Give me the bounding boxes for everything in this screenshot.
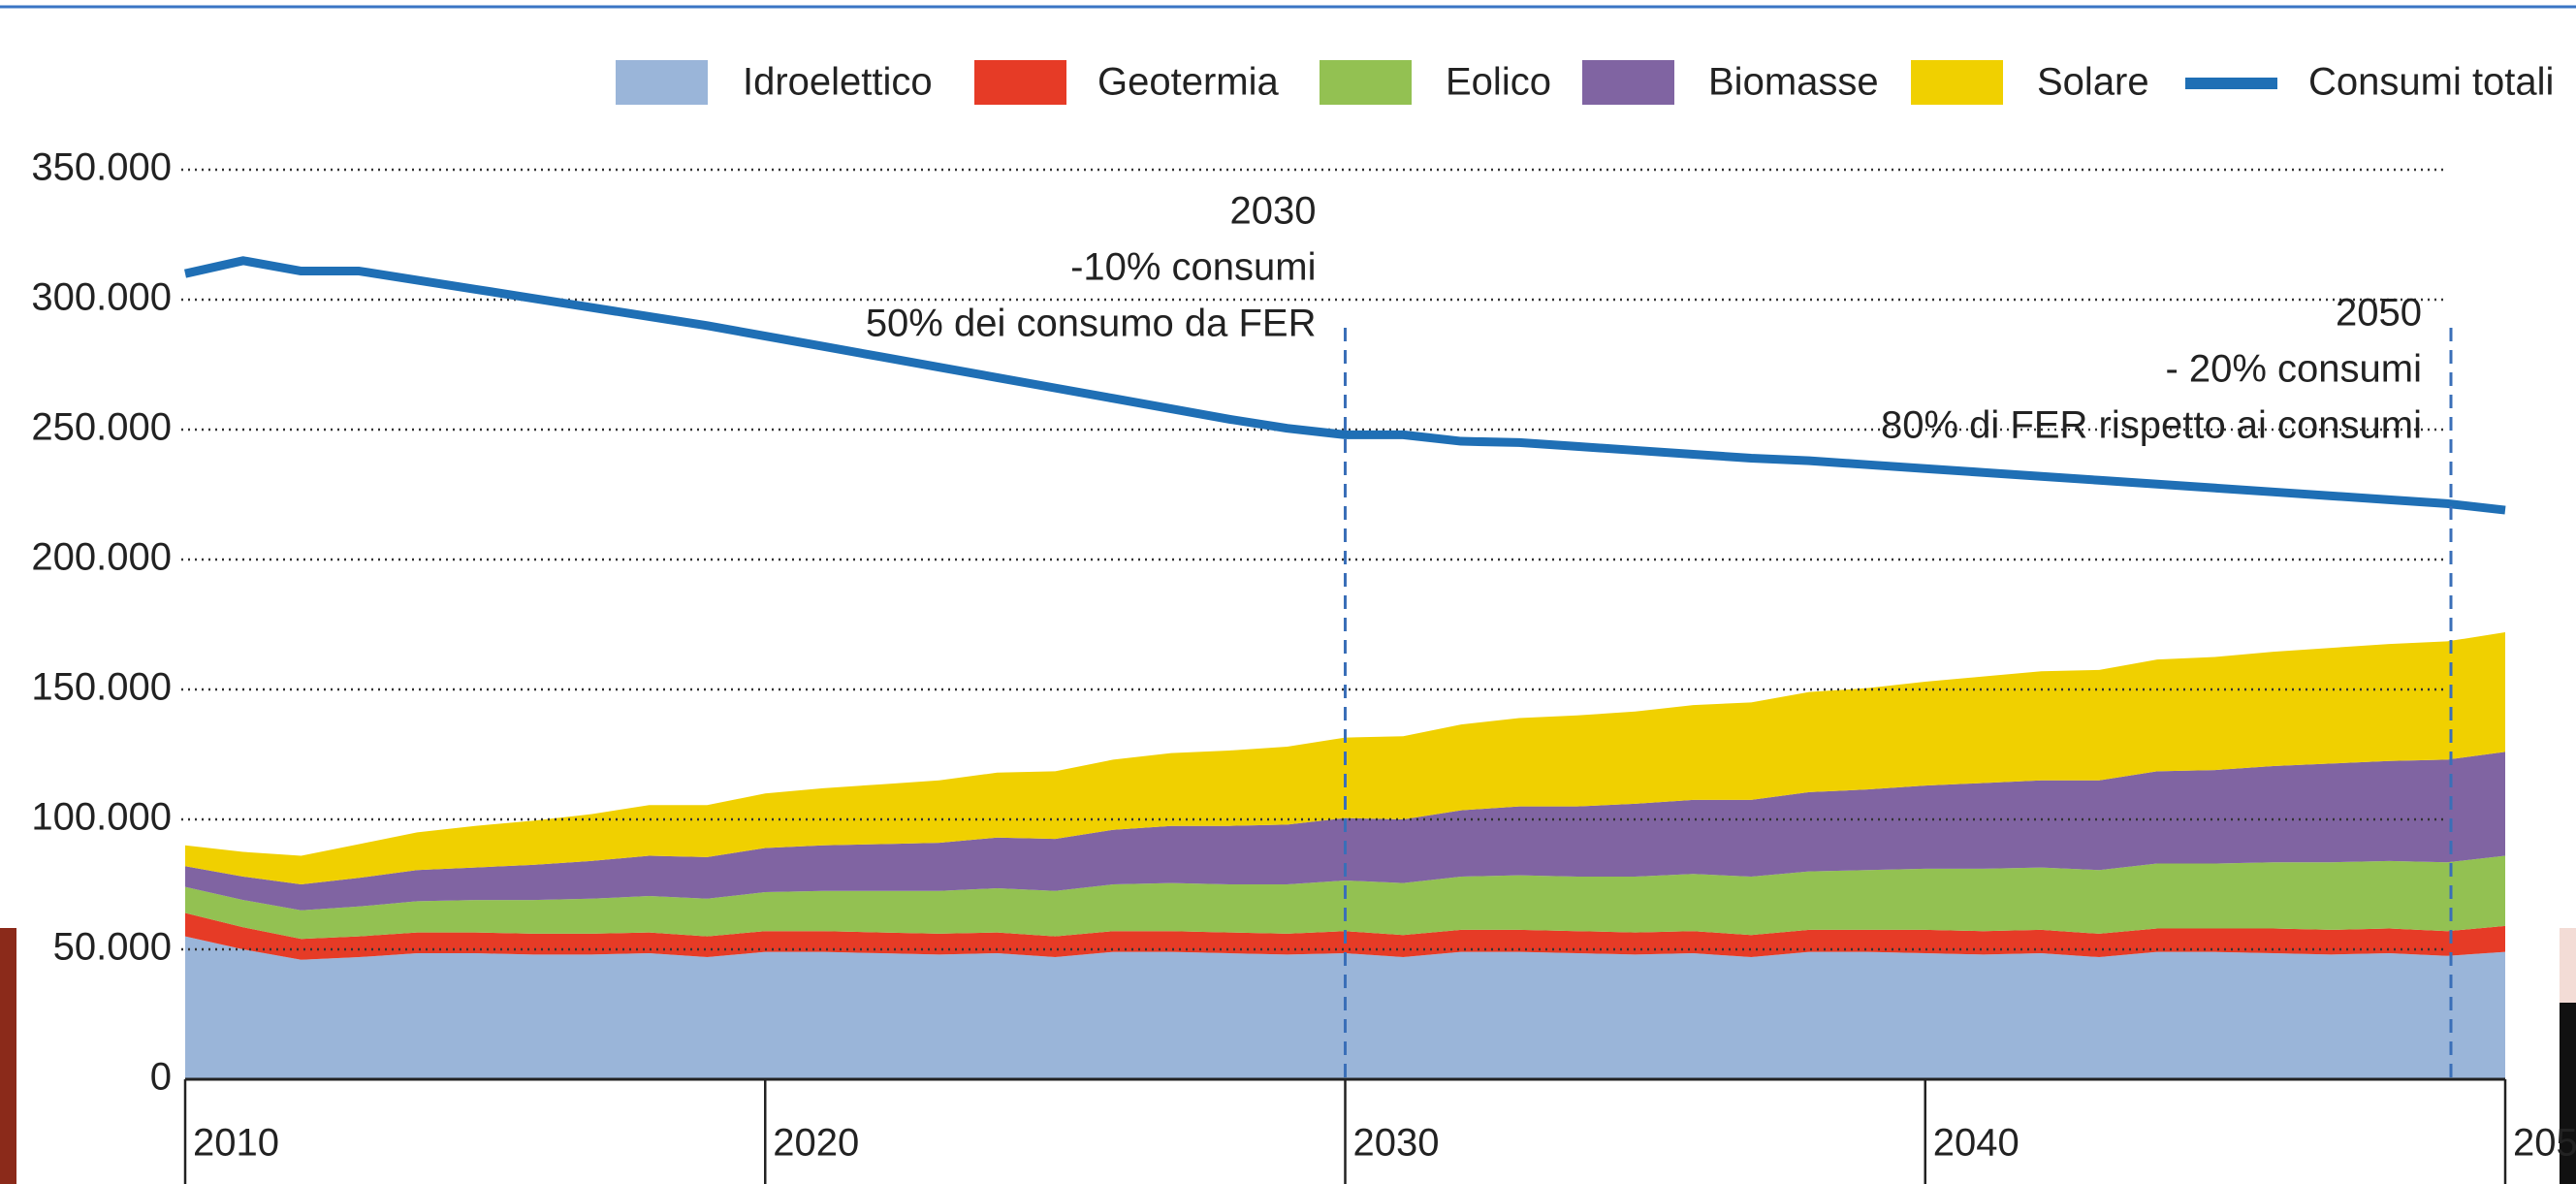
x-tick-label: 2020	[773, 1122, 859, 1165]
edge-decoration	[0, 928, 16, 1184]
legend-swatch	[1320, 60, 1412, 105]
x-tick-label: 2050	[2513, 1122, 2576, 1165]
y-tick-label: 50.000	[53, 926, 172, 969]
legend-swatch	[616, 60, 708, 105]
y-tick-label: 300.000	[31, 276, 172, 319]
legend-swatch	[1911, 60, 2003, 105]
legend-label: Idroelettico	[743, 61, 933, 104]
legend-swatch	[2185, 78, 2277, 89]
legend-label: Eolico	[1446, 61, 1551, 104]
legend-swatch	[974, 60, 1066, 105]
areas	[185, 632, 2505, 1079]
annotation-text: 80% di FER rispetto ai consumi	[1881, 404, 2422, 447]
legend-label: Consumi totali	[2308, 61, 2554, 104]
y-tick-label: 350.000	[31, 146, 172, 189]
legend-label: Geotermia	[1097, 61, 1279, 104]
edge-decoration	[2560, 1003, 2576, 1184]
x-tick-label: 2030	[1353, 1122, 1440, 1165]
edge-decoration	[2560, 928, 2576, 1003]
legend-label: Biomasse	[1708, 61, 1879, 104]
y-tick-label: 100.000	[31, 796, 172, 839]
annotation-text: - 20% consumi	[2165, 348, 2422, 391]
overlay: 2030 -10% consumi 50% dei consumo da FER 20…	[183, 190, 2507, 1184]
line	[184, 256, 2506, 515]
annotation-text: 2050	[2336, 292, 2422, 335]
legend-label: Solare	[2037, 61, 2149, 104]
annotation-text: -10% consumi	[1070, 246, 1316, 289]
x-tick-label: 2010	[193, 1122, 279, 1165]
y-tick-label: 200.000	[31, 536, 172, 579]
x-tick-label: 2040	[1933, 1122, 2019, 1165]
y-tick-label: 150.000	[31, 666, 172, 709]
y-tick-label: 250.000	[31, 406, 172, 449]
legend-swatch	[1582, 60, 1674, 105]
annotation-text: 50% dei consumo da FER	[866, 303, 1317, 345]
y-tick-label: 0	[150, 1056, 172, 1099]
annotation-text: 2030	[1230, 190, 1317, 233]
